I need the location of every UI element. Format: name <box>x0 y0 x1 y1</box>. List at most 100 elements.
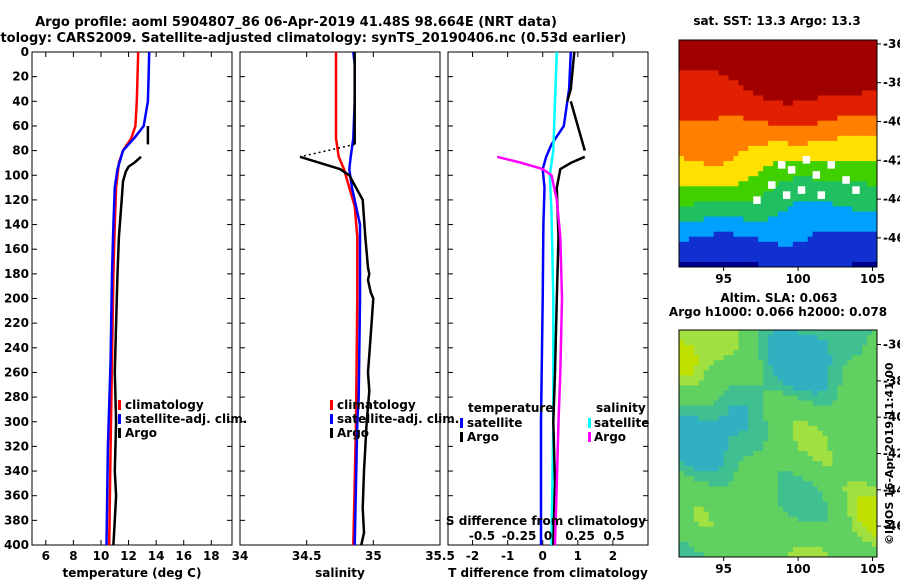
map-cell <box>679 511 685 518</box>
map-cell <box>763 335 769 341</box>
map-cell <box>708 365 715 371</box>
map-cell <box>852 100 858 106</box>
map-cell <box>723 115 729 122</box>
map-cell <box>688 400 695 407</box>
map-cell <box>867 330 873 336</box>
map-cell <box>862 536 868 543</box>
map-cell <box>728 516 734 523</box>
map-cell <box>872 211 878 217</box>
legend-swatch <box>118 414 121 424</box>
map-cell <box>723 95 729 101</box>
map-cell <box>679 451 685 457</box>
map-cell <box>872 145 878 152</box>
map-cell <box>728 531 734 538</box>
map-lat-label: -40 <box>883 114 900 128</box>
map-cell <box>867 536 873 543</box>
map-cell <box>842 211 848 217</box>
map-cell <box>787 191 794 197</box>
map-cell <box>807 206 814 212</box>
map-cell <box>817 360 823 366</box>
map-cell <box>862 395 868 402</box>
map-cell <box>743 496 749 502</box>
map-cell <box>842 456 848 462</box>
map-cell <box>857 120 863 127</box>
map-cell <box>832 395 838 402</box>
map-cell <box>787 236 794 243</box>
legend-label: Argo <box>467 430 499 444</box>
map-cell <box>817 531 823 538</box>
map-cell <box>713 156 719 162</box>
map-cell <box>807 375 814 381</box>
map-cell <box>807 231 814 238</box>
map-cell <box>743 415 749 422</box>
map-cell <box>832 345 838 351</box>
map-cell <box>723 345 729 351</box>
map-cell <box>728 446 734 452</box>
map-cell <box>792 446 799 452</box>
map-cell <box>842 415 848 422</box>
map-cell <box>698 370 705 376</box>
map-cell <box>679 541 685 548</box>
map-cell <box>872 330 878 336</box>
map-cell <box>728 365 734 371</box>
map-cell <box>812 355 818 361</box>
map-cell <box>693 340 700 346</box>
map-cell <box>703 551 710 558</box>
map-cell <box>812 191 818 197</box>
map-cell <box>718 446 724 452</box>
map-cell <box>778 171 784 177</box>
map-cell <box>688 531 695 538</box>
map-cell <box>827 70 833 76</box>
map-cell <box>753 420 759 427</box>
map-cell <box>753 55 759 61</box>
map-cell <box>703 191 710 197</box>
map-cell <box>792 70 799 76</box>
map-cell <box>718 50 724 56</box>
map-cell <box>857 461 863 467</box>
map-cell <box>753 246 759 253</box>
map-cell <box>763 521 769 528</box>
map-cell <box>713 140 719 147</box>
map-cell <box>683 156 690 162</box>
map-cell <box>778 236 784 243</box>
map-cell <box>812 345 818 351</box>
map-cell <box>802 451 809 457</box>
map-cell <box>773 241 779 248</box>
map-cell <box>782 491 789 497</box>
map-cell <box>768 511 774 518</box>
map-cell <box>852 385 858 391</box>
map-cell <box>768 171 774 177</box>
map-cell <box>683 330 690 336</box>
map-cell <box>782 226 789 233</box>
map-cell <box>713 221 719 228</box>
map-cell <box>782 105 789 112</box>
map-cell <box>817 256 823 263</box>
map-cell <box>862 551 868 558</box>
map-cell <box>743 355 749 361</box>
map-cell <box>817 486 823 492</box>
map-cell <box>812 211 818 217</box>
map-cell <box>693 135 700 142</box>
legend-swatch <box>460 418 463 428</box>
map-cell <box>797 216 804 222</box>
map-cell <box>847 50 853 56</box>
x-tick-label: 14 <box>148 549 165 563</box>
map-cell <box>827 511 833 518</box>
map-cell <box>872 345 878 351</box>
map-cell <box>797 496 804 502</box>
map-cell <box>802 446 809 452</box>
map-cell <box>693 171 700 177</box>
map-cell <box>872 40 878 46</box>
map-cell <box>693 85 700 91</box>
map-cell <box>797 261 804 268</box>
map-cell <box>753 256 759 263</box>
map-cell <box>817 216 823 222</box>
map-cell <box>802 236 809 243</box>
map-cell <box>842 380 848 386</box>
map-cell <box>743 456 749 462</box>
map-cell <box>827 531 833 538</box>
map-cell <box>683 140 690 147</box>
map-cell <box>708 120 715 127</box>
map-cell <box>718 501 724 507</box>
map-cell <box>842 435 848 442</box>
